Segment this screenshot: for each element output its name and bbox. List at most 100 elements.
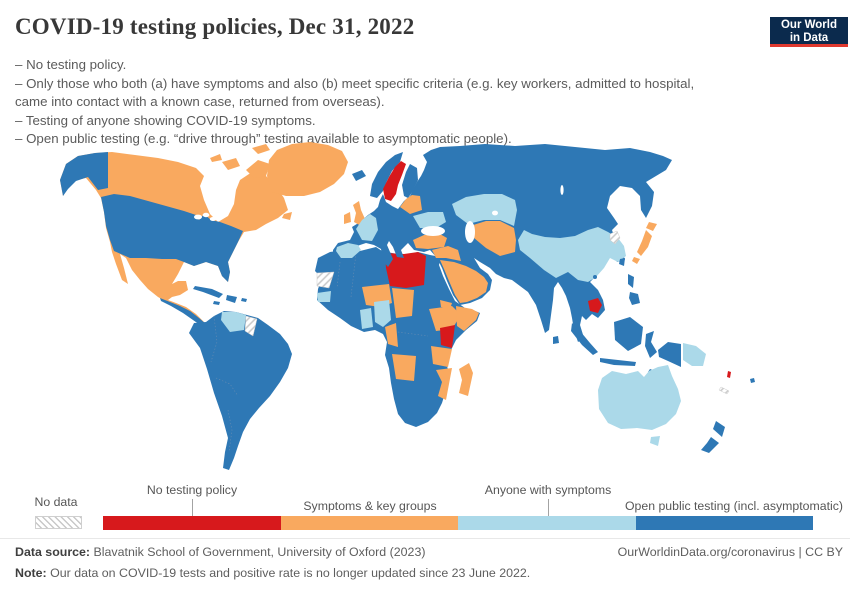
region-united-kingdom[interactable] <box>353 201 365 226</box>
region-angola[interactable] <box>392 354 416 381</box>
world-map[interactable] <box>0 142 850 488</box>
region-western-sahara[interactable] <box>316 271 335 289</box>
region-senegal[interactable] <box>317 291 331 302</box>
legend-color-bar[interactable] <box>103 516 813 530</box>
region-west-new-guinea[interactable] <box>658 342 681 367</box>
black-sea <box>421 226 445 236</box>
region-newfoundland[interactable] <box>282 212 292 220</box>
region-borneo[interactable] <box>614 317 643 351</box>
data-source-label: Data source: <box>15 545 91 559</box>
region-greenland[interactable] <box>267 142 348 196</box>
region-vanuatu[interactable] <box>727 371 731 378</box>
owid-logo[interactable]: Our World in Data <box>770 17 848 47</box>
region-guyana[interactable] <box>244 315 258 337</box>
legend-segment-symptoms-key-groups[interactable] <box>280 516 458 530</box>
legend-segment-no-testing-policy[interactable] <box>103 516 281 530</box>
region-libya[interactable] <box>385 252 426 288</box>
region-iraq-syria[interactable] <box>432 246 461 261</box>
bullet-no-testing-policy: – No testing policy. <box>15 57 127 72</box>
region-new-caledonia[interactable] <box>718 386 730 395</box>
region-alaska[interactable] <box>60 152 108 196</box>
region-arctic-islands[interactable] <box>246 160 270 178</box>
region-united-states[interactable] <box>101 194 243 282</box>
region-sweden[interactable] <box>383 161 406 201</box>
region-hispaniola[interactable] <box>226 295 237 303</box>
continent-eurasia <box>333 144 672 342</box>
region-finland[interactable] <box>402 164 418 198</box>
region-japan[interactable] <box>632 257 640 264</box>
region-iceland[interactable] <box>352 170 366 181</box>
legend-tick <box>192 499 193 516</box>
region-arabia[interactable] <box>440 260 488 303</box>
region-tanzania[interactable] <box>431 346 452 367</box>
region-kenya[interactable] <box>440 325 455 348</box>
region-arctic-islands[interactable] <box>222 158 240 170</box>
country-borders <box>210 315 218 363</box>
region-taiwan[interactable] <box>619 258 625 266</box>
region-cambodia[interactable] <box>588 298 602 313</box>
continent-south-america <box>189 311 292 470</box>
continent-north-america <box>60 142 348 328</box>
legend-segment-anyone-with-symptoms[interactable] <box>458 516 636 530</box>
region-venezuela[interactable] <box>221 312 246 332</box>
region-spain[interactable] <box>336 243 361 258</box>
region-ireland[interactable] <box>344 212 351 224</box>
region-turkey[interactable] <box>413 234 447 249</box>
region-jamaica[interactable] <box>213 301 220 305</box>
region-philippines[interactable] <box>629 292 640 305</box>
region-mongolia[interactable] <box>530 214 590 236</box>
region-puerto-rico[interactable] <box>241 298 247 302</box>
region-china[interactable] <box>518 227 626 282</box>
region-north-korea[interactable] <box>609 230 621 245</box>
region-mozambique[interactable] <box>436 368 452 400</box>
region-sumatra[interactable] <box>571 323 598 355</box>
region-kazakhstan[interactable] <box>452 194 517 226</box>
legend-tick <box>548 499 549 516</box>
region-philippines[interactable] <box>628 274 634 288</box>
region-cameroon[interactable] <box>385 323 398 347</box>
region-ethiopia[interactable] <box>429 306 461 331</box>
data-source-line: Data source: Blavatnik School of Governm… <box>15 545 425 559</box>
islands-east-asia-pacific <box>553 222 706 377</box>
region-sulawesi[interactable] <box>645 331 657 358</box>
legend-no-data-label: No data <box>34 495 78 509</box>
region-tasmania[interactable] <box>650 436 660 446</box>
region-fiji[interactable] <box>750 378 755 383</box>
region-arctic-islands[interactable] <box>252 144 270 154</box>
bullet-anyone-with-symptoms: – Testing of anyone showing COVID-19 sym… <box>15 112 316 128</box>
data-source-text: Blavatnik School of Government, Universi… <box>93 545 426 559</box>
region-cuba[interactable] <box>193 286 223 298</box>
note-line: Note: Our data on COVID-19 tests and pos… <box>15 566 530 580</box>
region-baltics-belarus[interactable] <box>400 195 422 214</box>
region-central-america[interactable] <box>160 298 209 328</box>
country-borders <box>227 409 233 453</box>
legend-label-open-public-testing: Open public testing (incl. asymptomatic) <box>624 499 843 513</box>
region-papua-new-guinea[interactable] <box>683 343 706 366</box>
region-sri-lanka[interactable] <box>553 336 559 344</box>
legend-segment-open-public-testing[interactable] <box>635 516 813 530</box>
region-africa[interactable] <box>315 247 480 427</box>
region-ukraine[interactable] <box>413 212 446 228</box>
region-chad[interactable] <box>392 288 414 318</box>
region-new-zealand[interactable] <box>713 421 725 437</box>
region-france[interactable] <box>356 214 378 241</box>
region-japan[interactable] <box>646 222 657 231</box>
region-java[interactable] <box>600 358 636 366</box>
legend-no-data-swatch[interactable] <box>35 516 82 529</box>
region-norway[interactable] <box>370 152 403 198</box>
region-new-zealand[interactable] <box>701 437 719 453</box>
region-south-america[interactable] <box>189 311 292 470</box>
region-nigeria[interactable] <box>374 300 391 327</box>
region-ghana[interactable] <box>360 308 373 329</box>
region-somalia[interactable] <box>456 306 479 331</box>
region-australia[interactable] <box>598 365 681 430</box>
country-borders <box>350 252 357 298</box>
region-japan[interactable] <box>637 230 652 256</box>
region-central-asia-afghanistan[interactable] <box>470 221 516 256</box>
region-hainan[interactable] <box>593 275 597 279</box>
owid-logo-line1: Our World <box>780 19 837 31</box>
region-madagascar[interactable] <box>459 363 473 396</box>
region-arctic-islands[interactable] <box>210 154 222 162</box>
owid-link[interactable]: OurWorldinData.org/coronavirus | CC BY <box>617 545 843 559</box>
footer-divider <box>0 538 850 539</box>
